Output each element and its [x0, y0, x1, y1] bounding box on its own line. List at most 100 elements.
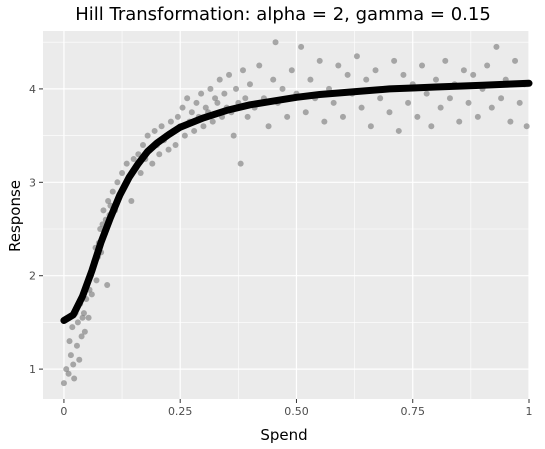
data-point	[272, 39, 279, 46]
data-point	[104, 282, 111, 289]
data-point	[353, 53, 360, 60]
data-point	[70, 361, 77, 368]
data-point	[442, 57, 449, 64]
data-point	[372, 67, 379, 74]
data-point	[298, 43, 305, 50]
data-point	[265, 123, 272, 130]
data-point	[284, 113, 291, 120]
data-point	[139, 141, 146, 148]
data-point	[63, 366, 70, 373]
data-point	[335, 62, 342, 69]
data-point	[244, 113, 251, 120]
data-point	[167, 118, 174, 125]
data-point	[419, 62, 426, 69]
data-point	[60, 380, 67, 387]
data-point	[484, 62, 491, 69]
data-point	[165, 146, 172, 153]
data-point	[179, 104, 186, 111]
data-point	[237, 160, 244, 167]
data-point	[149, 160, 156, 167]
data-point	[279, 85, 286, 92]
data-point	[130, 155, 137, 162]
data-point	[428, 123, 435, 130]
y-tick-label: 2	[29, 270, 36, 283]
data-point	[209, 118, 216, 125]
chart-title: Hill Transformation: alpha = 2, gamma = …	[75, 4, 491, 25]
data-point	[391, 57, 398, 64]
data-point	[493, 43, 500, 50]
data-point	[400, 71, 407, 78]
data-point	[128, 197, 135, 204]
data-point	[488, 104, 495, 111]
data-point	[119, 169, 126, 176]
x-tick-label: 0.75	[400, 405, 425, 418]
data-point	[339, 113, 346, 120]
y-axis-ticks: 1 2 3 4	[29, 83, 43, 376]
data-point	[202, 104, 209, 111]
data-point	[151, 127, 158, 134]
data-point	[212, 95, 219, 102]
x-tick-label: 0	[60, 405, 67, 418]
data-point	[97, 226, 104, 233]
data-point	[507, 118, 514, 125]
y-tick-label: 3	[29, 176, 36, 189]
data-point	[460, 67, 467, 74]
data-point	[498, 95, 505, 102]
data-point	[198, 90, 205, 97]
x-axis-ticks: 0 0.25 0.50 0.75 1	[60, 399, 533, 418]
data-point	[158, 123, 165, 130]
data-point	[174, 113, 181, 120]
data-point	[465, 99, 472, 106]
y-axis-title: Response	[6, 180, 24, 252]
data-point	[432, 76, 439, 83]
data-point	[214, 99, 221, 106]
data-point	[78, 333, 85, 340]
data-point	[184, 95, 191, 102]
data-point	[85, 314, 92, 321]
data-point	[221, 90, 228, 97]
hill-curve-line	[60, 79, 533, 324]
x-tick-label: 0.25	[168, 405, 193, 418]
x-tick-label: 1	[526, 405, 533, 418]
data-point	[321, 118, 328, 125]
data-point	[172, 141, 179, 148]
y-tick-label: 1	[29, 363, 36, 376]
data-point	[307, 76, 314, 83]
data-point	[135, 151, 142, 158]
data-point	[516, 99, 523, 106]
data-point	[344, 71, 351, 78]
data-point	[80, 310, 87, 317]
data-point	[191, 127, 198, 134]
data-point	[363, 76, 370, 83]
scatter-points	[60, 39, 530, 387]
data-point	[66, 338, 73, 345]
data-point	[405, 99, 412, 106]
data-point	[523, 123, 530, 130]
data-point	[200, 123, 207, 130]
data-point	[79, 314, 86, 321]
data-point	[181, 132, 188, 139]
data-point	[137, 169, 144, 176]
data-point	[377, 95, 384, 102]
data-point	[233, 85, 240, 92]
data-point	[446, 95, 453, 102]
data-point	[302, 109, 309, 116]
data-point	[67, 352, 74, 359]
data-point	[456, 118, 463, 125]
data-point	[76, 356, 83, 363]
data-point	[230, 132, 237, 139]
data-point	[256, 62, 263, 69]
data-point	[109, 188, 116, 195]
data-point	[144, 132, 151, 139]
data-point	[242, 95, 249, 102]
data-point	[512, 57, 519, 64]
data-point	[100, 207, 107, 214]
data-point	[69, 324, 76, 331]
x-tick-label: 0.50	[284, 405, 309, 418]
data-point	[358, 104, 365, 111]
data-point	[114, 179, 121, 186]
data-point	[474, 113, 481, 120]
data-point	[423, 90, 430, 97]
data-point	[386, 109, 393, 116]
data-point	[93, 277, 100, 284]
